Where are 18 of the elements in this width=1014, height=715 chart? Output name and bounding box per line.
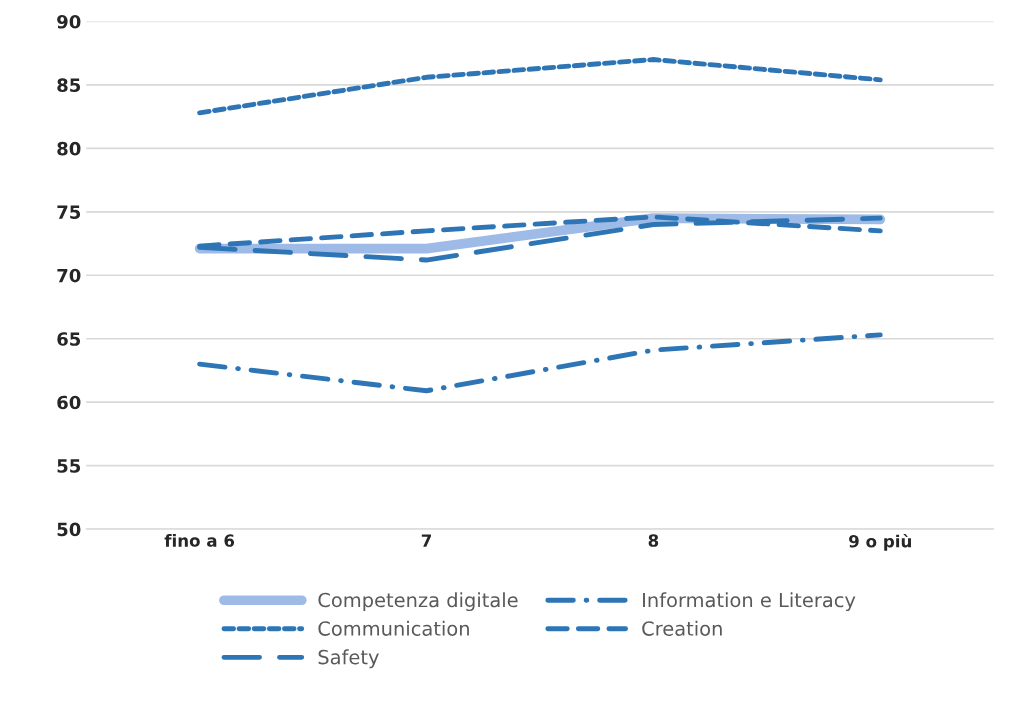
legend-label: Safety: [318, 649, 379, 669]
y-tick-label: 80: [57, 141, 81, 156]
x-tick-label: fino a 6: [164, 533, 235, 547]
legend-label: Creation: [642, 620, 722, 636]
y-tick-label: 55: [57, 459, 81, 473]
y-tick-label: 50: [57, 522, 81, 537]
x-tick-label: 7: [421, 534, 431, 547]
y-tick-label: 75: [57, 205, 81, 219]
x-tick-label: 9 o più: [849, 533, 911, 551]
legend-label: Competenza digitale: [318, 592, 518, 612]
y-tick-label: 60: [57, 395, 81, 410]
legend-label: Information e Literacy: [643, 592, 856, 612]
y-tick-label: 85: [57, 78, 81, 93]
legend-label: Communication: [318, 620, 469, 636]
y-tick-label: 90: [57, 14, 81, 29]
y-tick-label: 65: [57, 332, 81, 346]
x-tick-label: 8: [648, 534, 659, 547]
y-tick-label: 70: [57, 268, 81, 283]
